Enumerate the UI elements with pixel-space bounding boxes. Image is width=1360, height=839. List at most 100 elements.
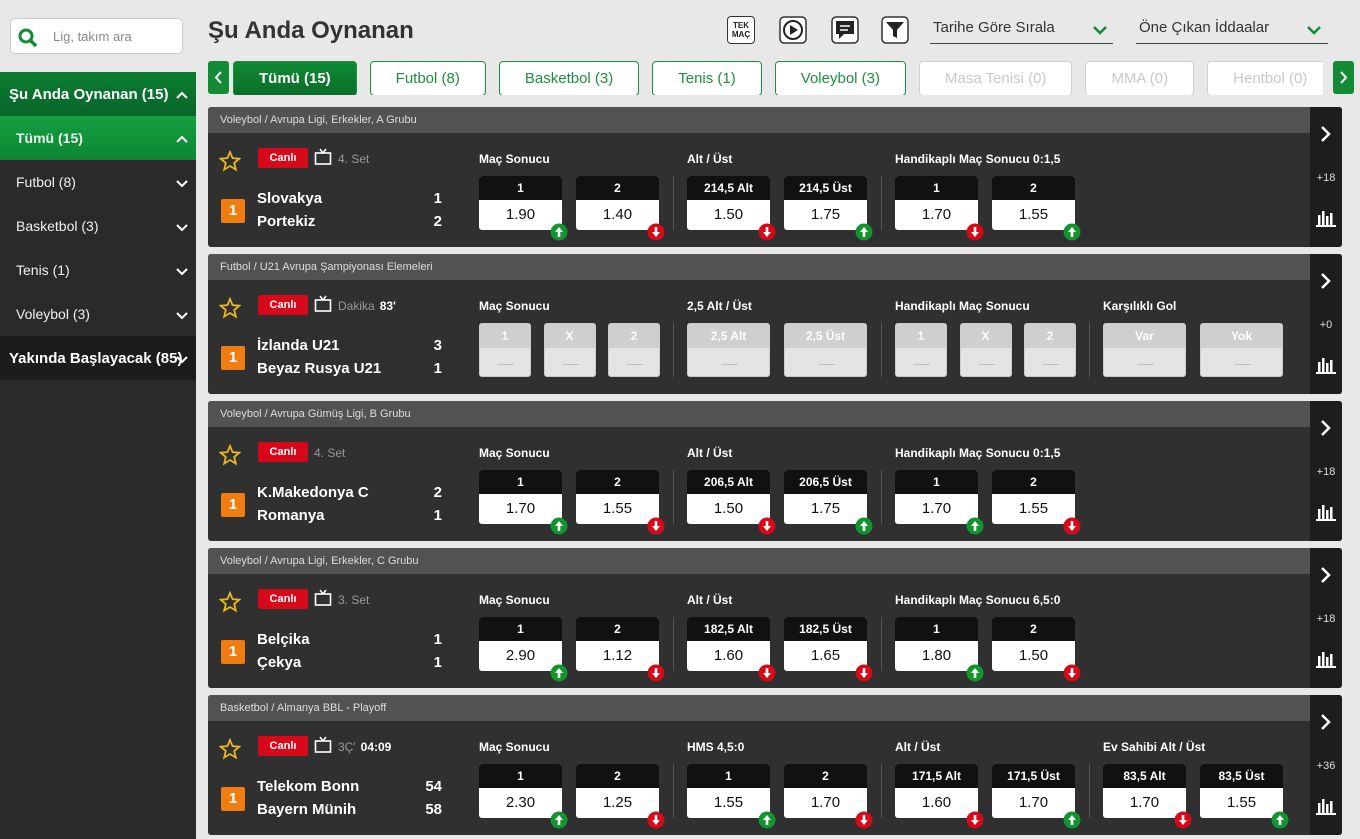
- card-side[interactable]: +18: [1310, 401, 1342, 541]
- match-card: Voleybol / Avrupa Gümüş Ligi, B Grubu +18…: [208, 401, 1342, 541]
- odd-button[interactable]: 1 2.90: [479, 617, 562, 671]
- favorite-star[interactable]: [218, 443, 242, 466]
- match-card: Voleybol / Avrupa Ligi, Erkekler, A Grub…: [208, 107, 1342, 247]
- team-score: 3: [433, 337, 442, 354]
- odd-button[interactable]: 171,5 Üst 1.70: [992, 764, 1075, 818]
- tab[interactable]: Voleybol (3): [774, 61, 906, 95]
- team-badge: 1: [221, 493, 245, 517]
- market-title: Alt / Üst: [687, 593, 733, 607]
- period: 3. Set: [338, 593, 369, 607]
- odd-button[interactable]: 2 1.12: [576, 617, 659, 671]
- market-title: Handikaplı Maç Sonucu 6,5:0: [895, 593, 1061, 607]
- sidebar-item[interactable]: Futbol (8): [0, 160, 196, 204]
- outcome-label: X: [960, 324, 1011, 348]
- sidebar-section[interactable]: Yakında Başlayacak (85): [0, 336, 196, 380]
- tab[interactable]: Tümü (15): [233, 61, 357, 95]
- tabs-next[interactable]: [1333, 61, 1354, 94]
- suspended-line: [914, 364, 930, 365]
- trend-up: [550, 811, 568, 829]
- team-badge: 1: [221, 346, 245, 370]
- card-side[interactable]: +18: [1310, 548, 1342, 688]
- filter-button[interactable]: [881, 16, 909, 44]
- card-side[interactable]: +18: [1310, 107, 1342, 247]
- odd-button[interactable]: 206,5 Alt 1.50: [687, 470, 770, 524]
- outcome-label: 2: [784, 764, 867, 788]
- favorite-star[interactable]: [218, 590, 242, 613]
- period-label: Dakika: [338, 299, 375, 313]
- search-area: Lig, takım ara: [0, 0, 196, 72]
- odd-button[interactable]: 206,5 Üst 1.75: [784, 470, 867, 524]
- market-divider: [673, 176, 674, 230]
- search-box[interactable]: Lig, takım ara: [10, 18, 183, 54]
- odd-button[interactable]: 171,5 Alt 1.60: [895, 764, 978, 818]
- sidebar-item[interactable]: Tenis (1): [0, 248, 196, 292]
- odd-button[interactable]: 182,5 Alt 1.60: [687, 617, 770, 671]
- sidebar-section[interactable]: Şu Anda Oynanan (15): [0, 72, 196, 116]
- odd-button[interactable]: 1 1.70: [479, 470, 562, 524]
- chevron: [175, 88, 189, 99]
- odd-button[interactable]: 83,5 Alt 1.70: [1103, 764, 1186, 818]
- favorite-star[interactable]: [218, 149, 242, 172]
- suspended-line: [562, 364, 579, 365]
- more-count: +36: [1316, 760, 1336, 772]
- team-name: Çekya: [257, 654, 302, 671]
- video-button[interactable]: [779, 16, 807, 44]
- odd-value: 2.30: [505, 794, 536, 811]
- market-title: Alt / Üst: [687, 152, 733, 166]
- odd-button[interactable]: 2 1.25: [576, 764, 659, 818]
- odd-button[interactable]: 182,5 Üst 1.65: [784, 617, 867, 671]
- odd-button[interactable]: 83,5 Üst 1.55: [1200, 764, 1283, 818]
- outcome-label: 1: [480, 324, 530, 348]
- market-title: HMS 4,5:0: [687, 740, 745, 754]
- stats-icon: [1316, 503, 1336, 521]
- market-title: Handikaplı Maç Sonucu 0:1,5: [895, 446, 1061, 460]
- sidebar-item[interactable]: Tümü (15): [0, 116, 196, 160]
- tab[interactable]: Basketbol (3): [498, 61, 640, 95]
- trend-up: [1271, 811, 1289, 829]
- odd-value: 2.90: [505, 647, 536, 664]
- outcome-label: 206,5 Üst: [784, 470, 867, 494]
- league-bar: Futbol / U21 Avrupa Şampiyonası Elemeler…: [208, 254, 1310, 280]
- item-label: Tümü (15): [16, 130, 83, 146]
- trend-down: [758, 664, 776, 682]
- odd-button[interactable]: 2 1.40: [576, 176, 659, 230]
- more-arrow: [1319, 566, 1333, 584]
- sort-dropdown[interactable]: Tarihe Göre Sırala: [930, 16, 1113, 44]
- odd-button[interactable]: 1 1.70: [895, 176, 978, 230]
- odd-button[interactable]: 1 1.70: [895, 470, 978, 524]
- tv-icon: [314, 148, 332, 166]
- odd-button[interactable]: 1 1.80: [895, 617, 978, 671]
- tek-mac-button[interactable]: TEK MAÇ: [727, 16, 755, 44]
- odd-button[interactable]: 2 1.50: [992, 617, 1075, 671]
- tab[interactable]: Futbol (8): [369, 61, 486, 95]
- tab[interactable]: Tenis (1): [652, 61, 762, 95]
- outcome-label: Var: [1104, 324, 1185, 348]
- chevron: [175, 176, 189, 188]
- odd-button[interactable]: 2 1.55: [992, 176, 1075, 230]
- odd-button[interactable]: 214,5 Alt 1.50: [687, 176, 770, 230]
- card-side[interactable]: +36: [1310, 695, 1342, 835]
- favorite-star[interactable]: [218, 737, 242, 760]
- team-score: 1: [433, 507, 442, 524]
- sidebar-item[interactable]: Voleybol (3): [0, 292, 196, 336]
- tabs-prev[interactable]: [208, 61, 229, 94]
- period: Dakika 83': [338, 299, 396, 313]
- favorite-star[interactable]: [218, 296, 242, 319]
- outcome-label: 171,5 Üst: [992, 764, 1075, 788]
- chat-button[interactable]: [831, 16, 859, 44]
- trend-up: [550, 664, 568, 682]
- market-title: Handikaplı Maç Sonucu: [895, 299, 1030, 313]
- odd-button[interactable]: 2 1.55: [992, 470, 1075, 524]
- odd-button[interactable]: 2 1.70: [784, 764, 867, 818]
- trend-down: [647, 223, 665, 241]
- outcome-label: 214,5 Üst: [784, 176, 867, 200]
- odd-button[interactable]: 1 1.90: [479, 176, 562, 230]
- card-side[interactable]: +0: [1310, 254, 1342, 394]
- odd-button[interactable]: 1 1.55: [687, 764, 770, 818]
- bets-dropdown[interactable]: Öne Çıkan İddaalar: [1136, 16, 1328, 44]
- tab: Masa Tenisi (0): [919, 61, 1073, 95]
- odd-button[interactable]: 2 1.55: [576, 470, 659, 524]
- odd-button[interactable]: 1 2.30: [479, 764, 562, 818]
- sidebar-item[interactable]: Basketbol (3): [0, 204, 196, 248]
- odd-button[interactable]: 214,5 Üst 1.75: [784, 176, 867, 230]
